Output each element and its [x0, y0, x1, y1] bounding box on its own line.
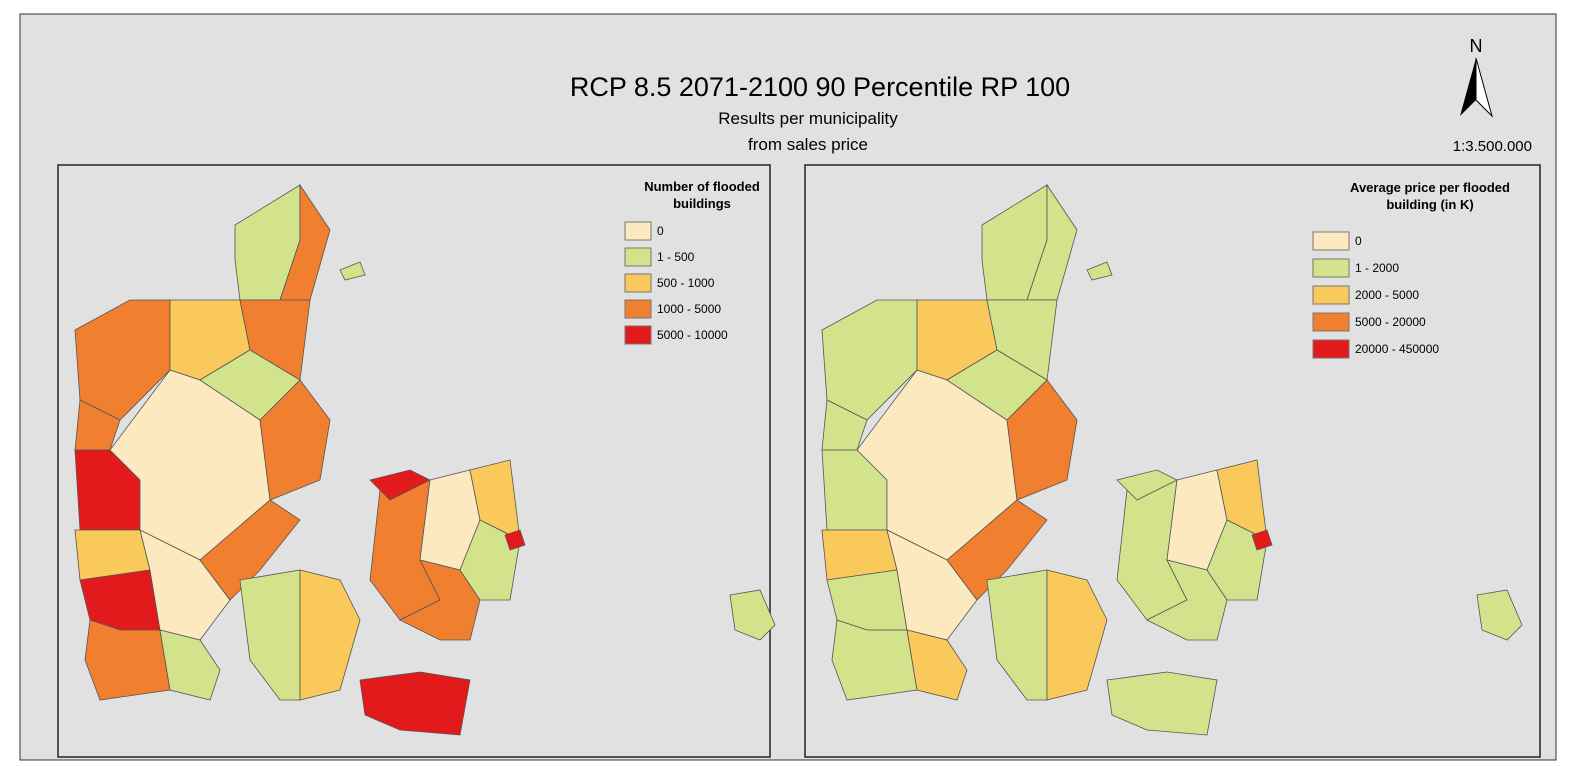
legend-swatch [624, 247, 652, 267]
municipality [359, 671, 471, 736]
legend-label: 1 - 500 [657, 250, 695, 264]
legend-swatch [1312, 285, 1350, 305]
municipality [1106, 671, 1218, 736]
municipality [504, 529, 526, 551]
municipality [339, 261, 366, 281]
municipality [1116, 469, 1178, 501]
legend-title: buildings [673, 196, 731, 211]
municipality [906, 629, 968, 701]
legend-label: 2000 - 5000 [1355, 288, 1419, 302]
municipality [299, 569, 361, 701]
legend-title: Average price per flooded [1350, 180, 1510, 195]
municipality [729, 589, 776, 641]
subtitle: Results per municipality [718, 109, 898, 128]
municipality [1086, 261, 1113, 281]
legend-label: 5000 - 10000 [657, 328, 728, 342]
map: Number of flooded buildings 0 1 - 500 500 - … [74, 179, 776, 736]
legend-swatch [1312, 339, 1350, 359]
legend-label: 1000 - 5000 [657, 302, 721, 316]
municipality [239, 569, 301, 701]
municipality [459, 519, 521, 601]
municipality [831, 619, 918, 701]
municipality [84, 619, 171, 701]
legend-label: 1 - 2000 [1355, 261, 1399, 275]
municipality [946, 349, 1048, 421]
legend-swatch [1312, 258, 1350, 278]
legend-title: building (in K) [1386, 197, 1473, 212]
subtitle: from sales price [748, 135, 868, 154]
legend-swatch [1312, 312, 1350, 332]
legend-swatch [624, 299, 652, 319]
municipality [1476, 589, 1523, 641]
legend-label: 0 [657, 224, 664, 238]
map-title: RCP 8.5 2071-2100 90 Percentile RP 100 [570, 72, 1070, 102]
north-arrow [1460, 58, 1476, 116]
legend-label: 0 [1355, 234, 1362, 248]
municipality [1206, 519, 1268, 601]
legend-label: 5000 - 20000 [1355, 315, 1426, 329]
municipality [369, 469, 431, 501]
municipality [199, 349, 301, 421]
north-label: N [1470, 36, 1483, 56]
legend-swatch [624, 221, 652, 241]
legend-title: Number of flooded [644, 179, 760, 194]
municipality [199, 499, 301, 601]
legend-swatch [624, 273, 652, 293]
municipality [1251, 529, 1273, 551]
legend-label: 500 - 1000 [657, 276, 715, 290]
legend-label: 20000 - 450000 [1355, 342, 1439, 356]
municipality [1046, 569, 1108, 701]
map: Average price per flooded building (in K)… [821, 180, 1523, 736]
scale-label: 1:3.500.000 [1453, 138, 1532, 155]
north-arrow [1475, 57, 1493, 118]
legend-swatch [624, 325, 652, 345]
municipality [159, 629, 221, 701]
municipality [946, 499, 1048, 601]
municipality [986, 569, 1048, 701]
legend-swatch [1312, 231, 1350, 251]
